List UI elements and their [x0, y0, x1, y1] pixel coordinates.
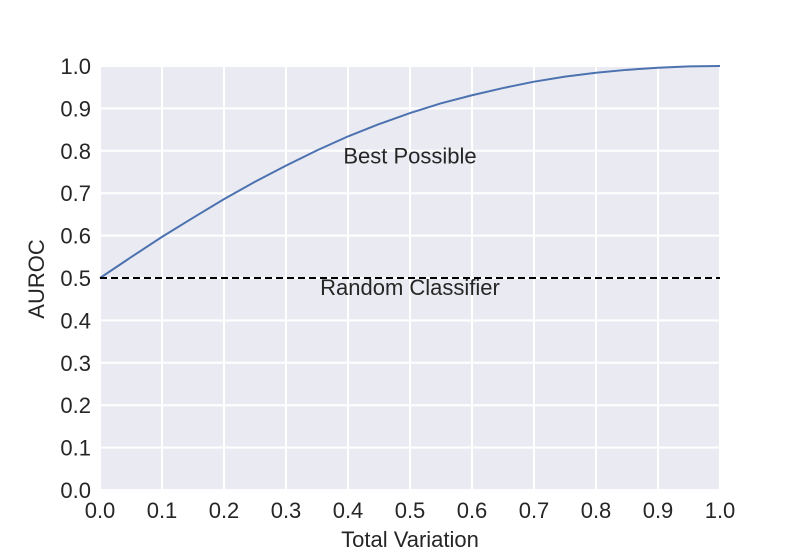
y-tick-label: 0.4: [60, 308, 91, 333]
y-axis-title: AUROC: [24, 239, 49, 319]
y-tick-label: 0.3: [60, 351, 91, 376]
y-tick-label: 0.5: [60, 266, 91, 291]
x-tick-label: 0.6: [457, 498, 488, 523]
y-tick-label: 0.9: [60, 96, 91, 121]
x-tick-label: 1.0: [705, 498, 736, 523]
x-axis-title: Total Variation: [341, 527, 479, 550]
y-tick-label: 0.6: [60, 224, 91, 249]
x-tick-label: 0.2: [209, 498, 240, 523]
x-tick-label: 0.0: [85, 498, 116, 523]
annotations: Best Possible Random Classifier: [320, 144, 500, 300]
y-tick-label: 1.0: [60, 54, 91, 79]
annotation-label: Best Possible: [343, 144, 476, 169]
x-tick-label: 0.7: [519, 498, 550, 523]
y-tick-label: 0.1: [60, 436, 91, 461]
annotation-label: Random Classifier: [320, 275, 500, 300]
y-tick-label: 0.7: [60, 181, 91, 206]
x-tick-label: 0.3: [271, 498, 302, 523]
series-layer: [99, 65, 721, 279]
x-tick-label: 0.9: [643, 498, 674, 523]
x-tick-label: 0.4: [333, 498, 364, 523]
y-tick-labels: 0.0 0.1 0.2 0.3 0.4 0.5 0.6 0.7 0.8 0.9 1.0: [60, 54, 91, 503]
x-tick-label: 0.8: [581, 498, 612, 523]
y-tick-label: 0.0: [60, 478, 91, 503]
y-tick-label: 0.8: [60, 139, 91, 164]
x-tick-labels: 0.0 0.1 0.2 0.3 0.4 0.5 0.6 0.7 0.8 0.9 1.0: [85, 498, 736, 523]
x-tick-label: 0.5: [395, 498, 426, 523]
y-tick-label: 0.2: [60, 393, 91, 418]
x-tick-label: 0.1: [147, 498, 178, 523]
best-possible-curve: [99, 65, 721, 279]
